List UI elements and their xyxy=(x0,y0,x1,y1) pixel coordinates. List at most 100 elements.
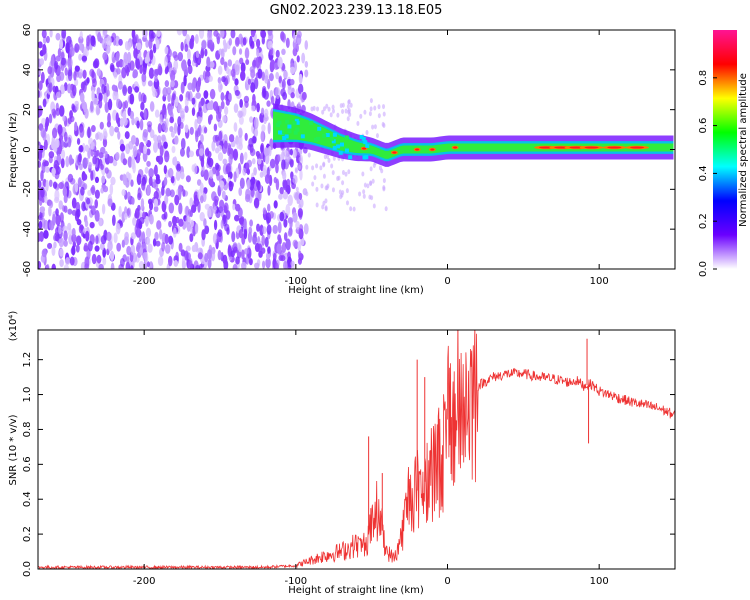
spectrogram-noise-cell xyxy=(92,78,97,88)
spectrogram-faint-cell xyxy=(371,124,375,130)
spectrogram-noise-cell xyxy=(187,64,193,75)
spectrogram-noise-cell xyxy=(163,106,167,116)
spectrogram-noise-cell xyxy=(263,90,269,100)
spectrogram-faint-cell xyxy=(363,182,367,188)
spectrogram-noise-cell xyxy=(249,178,255,191)
spectrogram-noise-cell xyxy=(86,197,91,205)
spectrogram-noise-cell xyxy=(195,50,200,59)
spectrogram-noise-cell xyxy=(180,41,184,52)
spectrogram-noise-cell xyxy=(121,188,126,196)
spectrogram-noise-cell xyxy=(40,71,45,84)
spectrogram-noise-cell xyxy=(290,260,295,267)
spectrogram-faint-cell xyxy=(352,206,356,212)
spectrogram-noise-cell xyxy=(172,227,177,238)
spectrogram-hotspot-core xyxy=(415,148,420,151)
spectrogram-noise-cell xyxy=(200,195,204,204)
spectrogram-noise-cell xyxy=(52,181,58,189)
spectrogram-noise-cell xyxy=(94,189,100,199)
spectrogram-noise-cell xyxy=(38,41,43,49)
spectrogram-noise-cell xyxy=(281,48,286,56)
spectrogram-noise-cell xyxy=(149,129,155,139)
spectrogram-noise-cell xyxy=(91,89,95,102)
spectrogram-noise-cell xyxy=(257,158,262,165)
spectrogram-noise-cell xyxy=(164,243,171,254)
spectrogram-noise-cell xyxy=(79,126,85,138)
spectrogram-noise-cell xyxy=(175,251,179,262)
spectrogram-noise-cell xyxy=(248,258,253,266)
spectrogram-faint-cell xyxy=(369,106,373,112)
spectrogram-noise-cell xyxy=(292,174,298,185)
spectrogram-noise-cell xyxy=(152,43,157,54)
spectrogram-noise-cell xyxy=(184,43,189,52)
spectrogram-noise-cell xyxy=(299,168,303,181)
spectrogram-noise-cell xyxy=(139,118,144,131)
spectrogram-noise-cell xyxy=(49,30,53,38)
spectrogram-noise-cell xyxy=(243,248,250,255)
spectrogram-noise-cell xyxy=(166,87,172,95)
snr-x-tick-label: 100 xyxy=(590,576,609,587)
spectrogram-noise-cell xyxy=(126,245,132,256)
spectrogram-noise-cell xyxy=(168,235,174,245)
spectrogram-noise-cell xyxy=(266,252,270,261)
spectrogram-noise-cell xyxy=(277,234,282,242)
spectrogram-noise-cell xyxy=(261,71,265,81)
spectrogram-noise-cell xyxy=(279,211,285,222)
spectrogram-noise-cell xyxy=(130,265,134,269)
spectrogram-faint-cell xyxy=(324,206,328,212)
spectrogram-faint-cell xyxy=(382,186,386,192)
spectrogram-noise-cell xyxy=(149,261,153,269)
spectrogram-noise-cell xyxy=(203,90,209,99)
spectrogram-noise-cell xyxy=(83,242,89,252)
spectrogram-noise-cell xyxy=(281,158,286,171)
spectrogram-noise-cell xyxy=(67,117,72,125)
spectrogram-noise-cell xyxy=(220,219,224,229)
spectrogram-noise-cell xyxy=(167,92,171,103)
spectrogram-noise-cell xyxy=(104,150,108,159)
spectrogram-noise-cell xyxy=(124,131,130,140)
spectrogram-noise-cell xyxy=(101,203,106,215)
spectrogram-noise-cell xyxy=(139,111,144,118)
spectrogram-faint-cell xyxy=(378,165,382,171)
spectrogram-noise-cell xyxy=(38,68,41,76)
spectrogram-noise-cell xyxy=(153,198,159,207)
spectrogram-noise-cell xyxy=(191,244,197,253)
spectrogram-ridge-dot xyxy=(277,120,282,125)
spectrogram-noise-cell xyxy=(220,48,225,59)
spectrogram-noise-cell xyxy=(275,49,280,58)
spectrogram-noise-cell xyxy=(48,81,53,93)
spectrogram-faint-cell xyxy=(362,189,366,195)
spectrogram-noise-cell xyxy=(47,66,53,75)
spectrogram-faint-cell xyxy=(325,103,329,109)
spectrogram-noise-cell xyxy=(134,86,140,93)
spectrogram-faint-cell xyxy=(322,162,326,168)
spectrogram-noise-cell xyxy=(242,167,247,176)
spectrogram-noise-cell xyxy=(214,134,220,142)
spectrogram-noise-cell xyxy=(152,238,157,247)
spectrogram-noise-cell xyxy=(87,189,92,197)
spectrogram-noise-cell xyxy=(195,264,201,269)
spectrogram-ridge-dot xyxy=(317,126,322,131)
spectrogram-noise-cell xyxy=(190,219,195,228)
spectrogram-noise-cell xyxy=(111,214,116,226)
spectrogram-noise-cell xyxy=(213,219,218,231)
spectrogram-hotspot-core xyxy=(584,146,599,149)
spectrogram-noise-cell xyxy=(264,236,269,248)
spectrogram-noise-cell xyxy=(213,123,218,132)
spectrogram-noise-cell xyxy=(58,226,62,235)
spectrogram-noise-cell xyxy=(122,158,128,166)
spectrogram-noise-cell xyxy=(207,150,212,158)
spectrogram-noise-cell xyxy=(297,241,302,252)
spectrogram-noise-cell xyxy=(208,75,213,82)
spectrogram-y-tick-label: 20 xyxy=(22,103,33,116)
spectrogram-noise-cell xyxy=(161,134,166,142)
spectrogram-faint-cell xyxy=(321,204,325,210)
spectrogram-noise-cell xyxy=(94,245,100,252)
spectrogram-noise-cell xyxy=(55,91,61,99)
spectrogram-noise-cell xyxy=(159,229,163,240)
spectrogram-noise-cell xyxy=(167,167,174,179)
spectrogram-noise-cell xyxy=(129,93,135,105)
spectrogram-noise-cell xyxy=(184,124,189,133)
spectrogram-noise-cell xyxy=(63,264,69,269)
spectrogram-noise-cell xyxy=(76,138,81,145)
spectrogram-hotspot-core xyxy=(453,146,458,149)
